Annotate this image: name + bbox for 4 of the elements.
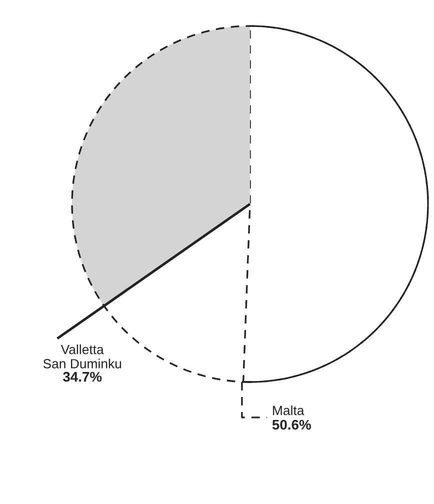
data-label: 50.6%	[272, 420, 311, 430]
slice-label: Malta	[273, 405, 304, 416]
data-label: 34.7%	[62, 372, 102, 382]
slice-label: Valletta San Duminku	[43, 344, 122, 368]
